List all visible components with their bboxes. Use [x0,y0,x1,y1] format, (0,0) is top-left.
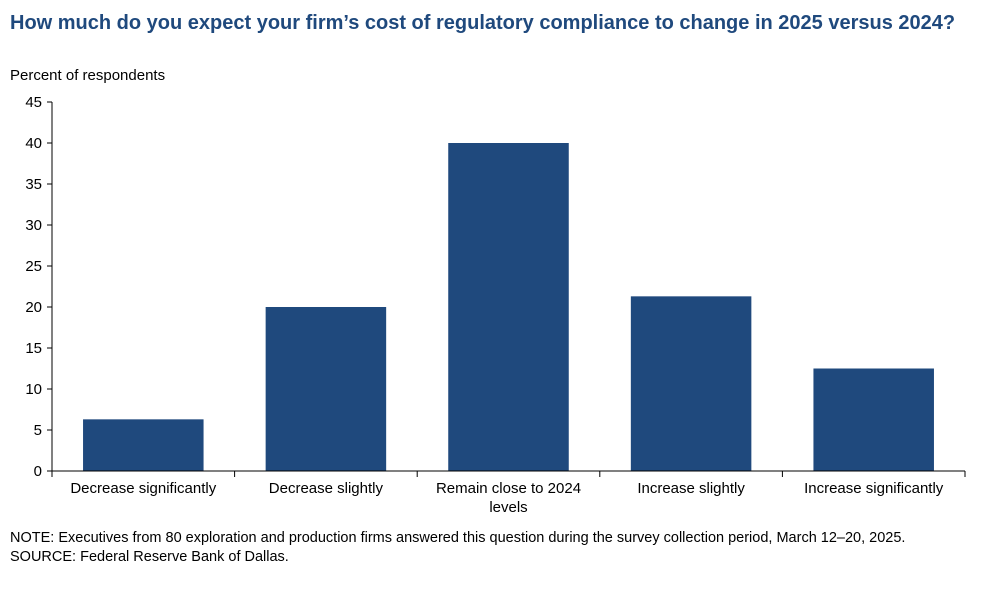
bar [265,307,387,471]
bar [83,419,204,471]
y-tick-label: 0 [34,463,42,480]
y-tick-label: 25 [25,258,42,275]
x-tick-label: Increase significantly [804,480,944,497]
y-tick-label: 45 [25,94,42,111]
y-tick-label: 5 [34,422,42,439]
bar [813,368,934,471]
y-tick-label: 10 [25,381,42,398]
footnote: NOTE: Executives from 80 exploration and… [10,529,980,567]
axes-group [47,101,966,477]
x-tick-label: Decrease slightly [269,480,384,497]
y-tick-label: 40 [25,135,42,152]
y-tick-label: 15 [25,340,42,357]
bars-group [83,143,934,471]
y-axis-unit-label: Percent of respondents [10,67,166,84]
x-tick-labels: Decrease significantly Decrease slightly R… [70,480,943,516]
chart-title: How much do you expect your firm’s cost … [10,12,956,34]
x-tick-label: Decrease significantly [70,480,216,497]
source-text: SOURCE: Federal Reserve Bank of Dallas. [10,549,289,565]
bar [448,143,569,471]
y-tick-labels: 0 5 10 15 20 25 30 35 40 45 [25,94,42,480]
x-tick-label: Increase slightly [637,480,745,497]
bar [630,296,752,471]
y-tick-label: 35 [25,176,42,193]
y-tick-label: 30 [25,217,42,234]
y-tick-label: 20 [25,299,42,316]
x-tick-label: Remain close to 2024 levels [436,480,581,516]
note-text: NOTE: Executives from 80 exploration and… [10,530,906,546]
